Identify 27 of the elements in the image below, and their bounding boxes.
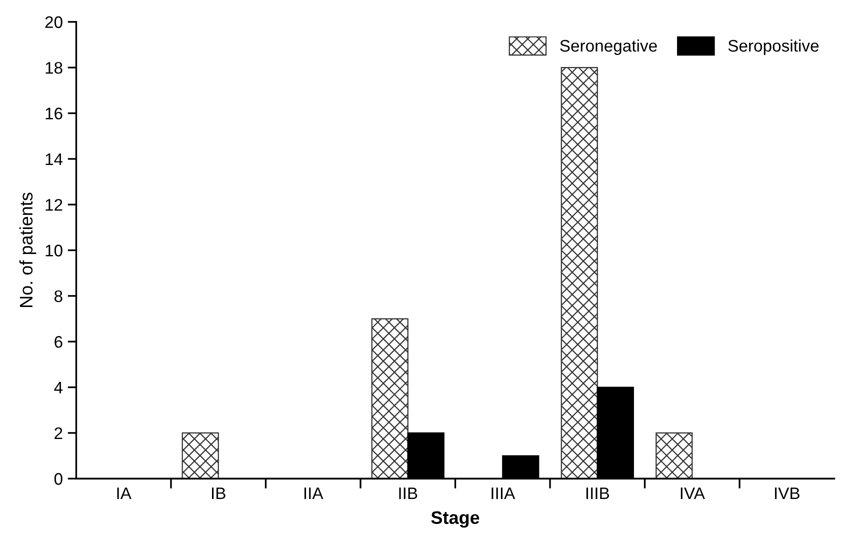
x-tick-label: IIIA [492, 488, 516, 500]
bar [182, 432, 219, 479]
x-tick-label: IA [117, 488, 132, 500]
legend-label: Seronegative [560, 39, 657, 56]
x-tick-label: IVB [775, 488, 800, 500]
x-tick-label: IIIB [586, 488, 610, 500]
y-tick-label: 2 [54, 427, 62, 439]
x-tick-label: IVA [680, 488, 705, 500]
bar [656, 432, 693, 479]
x-axis-title: Stage [431, 511, 480, 528]
y-tick-label: 18 [46, 62, 62, 74]
y-tick-label: 4 [54, 382, 63, 394]
bar [560, 67, 598, 479]
y-tick-label: 0 [54, 473, 62, 485]
y-tick-label: 20 [45, 16, 62, 28]
legend-label: Seropositive [728, 39, 819, 56]
y-tick-label: 10 [46, 244, 62, 256]
x-tick-label: IIA [304, 488, 324, 500]
x-tick-label: IIB [399, 488, 418, 500]
y-axis-title: No. of patients [19, 192, 36, 307]
bar [371, 318, 408, 479]
y-tick-label: 14 [46, 153, 63, 165]
y-tick-label: 16 [46, 108, 62, 120]
y-tick-label: 8 [54, 290, 62, 302]
y-tick-label: 12 [46, 198, 62, 211]
x-tick-label: IB [212, 488, 226, 500]
y-tick-label: 6 [54, 336, 62, 348]
